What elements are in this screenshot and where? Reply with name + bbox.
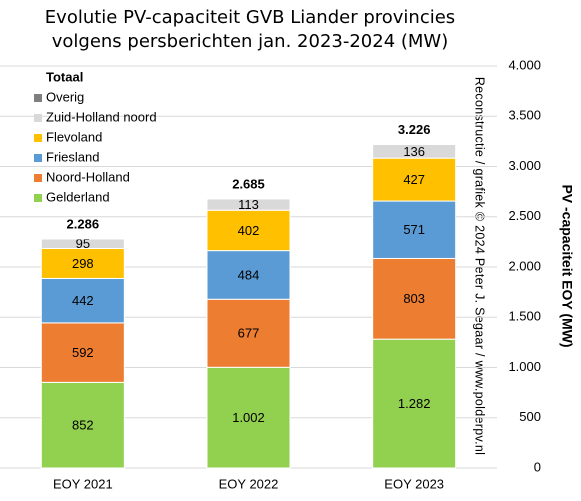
data-label: 113: [238, 197, 259, 212]
y-tick-label: 3.000: [508, 158, 541, 173]
data-label: 677: [238, 326, 260, 341]
data-label: 95: [76, 236, 90, 251]
legend-label: Friesland: [46, 149, 99, 164]
bar-segment: [372, 157, 457, 202]
legend-label: Gelderland: [46, 189, 110, 204]
legend-label: Overig: [46, 89, 84, 104]
y-tick-label: 2.000: [508, 258, 541, 273]
y-tick-label: 3.500: [508, 108, 541, 123]
x-tick-label: EOY 2021: [53, 476, 113, 491]
bar-segment: [372, 257, 457, 340]
legend-title: Totaal: [46, 69, 83, 84]
data-label: 427: [403, 172, 425, 187]
legend-label: Flevoland: [46, 129, 102, 144]
y-tick-label: 1.500: [508, 309, 541, 324]
data-label: 592: [72, 345, 94, 360]
data-label: 298: [72, 256, 94, 271]
bar-segment: [40, 237, 125, 240]
y-axis-title: PV -capaciteit EOY (MW): [559, 184, 575, 347]
legend-swatch: [34, 94, 42, 102]
legend-swatch: [34, 154, 42, 162]
bar-segment: [40, 322, 125, 383]
y-tick-label: 0: [534, 459, 541, 474]
x-tick-label: EOY 2023: [384, 476, 444, 491]
data-label: 571: [403, 222, 425, 237]
data-label: 1.282: [398, 396, 431, 411]
data-label: 402: [238, 223, 260, 238]
bar-segment: [372, 200, 457, 259]
bar-segment: [206, 209, 291, 252]
bar-segment: [372, 338, 457, 469]
bar-segment: [40, 381, 125, 469]
legend-label: Zuid-Holland noord: [46, 109, 157, 124]
y-tick-label: 2.500: [508, 208, 541, 223]
bar-segment: [206, 250, 291, 300]
x-tick-label: EOY 2022: [219, 476, 279, 491]
total-label: 3.226: [398, 122, 431, 137]
chart-title: volgens persberichten jan. 2023-2024 (MW…: [52, 31, 449, 52]
total-label: 2.286: [67, 217, 100, 232]
legend-swatch: [34, 134, 42, 142]
data-label: 484: [238, 267, 260, 282]
y-tick-label: 500: [519, 409, 541, 424]
legend-swatch: [34, 194, 42, 202]
y-tick-label: 4.000: [508, 57, 541, 72]
data-label: 852: [72, 418, 94, 433]
legend-swatch: [34, 174, 42, 182]
data-label: 1.002: [232, 410, 265, 425]
bar-segment: [206, 197, 291, 200]
y-tick-label: 1.000: [508, 359, 541, 374]
bar-segment: [40, 248, 125, 279]
legend-swatch: [34, 114, 42, 122]
chart-title: Evolutie PV-capaciteit GVB Liander provi…: [45, 7, 455, 28]
data-label: 442: [72, 293, 94, 308]
annotation: Reconstructie / grafiek © 2024 Peter J. …: [473, 77, 487, 455]
data-label: 136: [403, 144, 425, 159]
data-label: 803: [403, 291, 425, 306]
total-label: 2.685: [232, 177, 265, 192]
bar-segment: [372, 143, 457, 145]
legend-label: Noord-Holland: [46, 169, 130, 184]
